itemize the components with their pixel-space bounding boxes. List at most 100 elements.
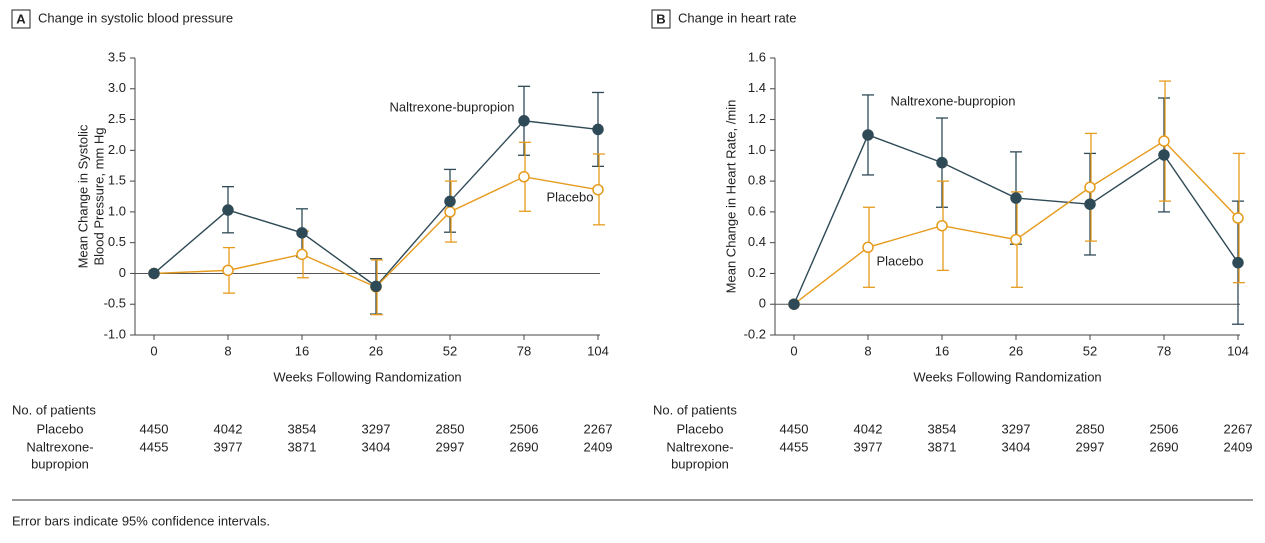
data-point [1158, 149, 1170, 161]
table-row-label: bupropion [31, 456, 89, 471]
table-count: 2850 [436, 421, 465, 436]
y-tick-label: 1.5 [108, 173, 126, 188]
table-count: 4450 [140, 421, 169, 436]
table-count: 3404 [1002, 439, 1031, 454]
y-tick-label: 1.2 [748, 111, 766, 126]
panel-label-box [651, 9, 671, 29]
y-tick-label: 0.4 [748, 234, 766, 249]
table-count: 2690 [1150, 439, 1179, 454]
data-point [788, 298, 800, 310]
table-count: 4042 [214, 421, 243, 436]
footnote: Error bars indicate 95% confidence inter… [12, 513, 270, 528]
table-count: 3297 [362, 421, 391, 436]
table-title: No. of patients [653, 402, 737, 417]
panel-label: B [656, 11, 665, 26]
series-label: Placebo [547, 189, 594, 204]
y-axis-label: Blood Pressure, mm Hg [91, 128, 106, 266]
table-count: 3871 [288, 439, 317, 454]
y-axis-label: Mean Change in Heart Rate, /min [723, 100, 738, 294]
table-count: 4042 [854, 421, 883, 436]
table-count: 2267 [584, 421, 613, 436]
x-tick-label: 26 [369, 343, 383, 358]
x-tick-label: 0 [150, 343, 157, 358]
y-tick-label: 1.0 [108, 203, 126, 218]
table-count: 2690 [510, 439, 539, 454]
data-point [936, 156, 948, 169]
table-count: 4450 [780, 421, 809, 436]
table-count: 3404 [362, 439, 391, 454]
x-tick-label: 52 [443, 343, 457, 358]
y-tick-label: 2.0 [108, 142, 126, 157]
data-point [1084, 198, 1096, 210]
x-axis-label: Weeks Following Randomization [913, 369, 1101, 384]
table-title: No. of patients [12, 402, 96, 417]
table-count: 4455 [780, 439, 809, 454]
y-tick-label: 0.6 [748, 203, 766, 218]
panel-label-box [11, 9, 31, 29]
table-count: 2506 [1150, 421, 1179, 436]
table-count: 2409 [584, 439, 613, 454]
y-tick-label: 1.4 [748, 80, 766, 95]
data-point [222, 204, 234, 216]
x-tick-label: 16 [295, 343, 309, 358]
data-point [592, 183, 604, 196]
series-label: Naltrexone-bupropion [890, 93, 1015, 108]
panel-label: A [16, 11, 26, 26]
y-tick-label: 1.0 [748, 142, 766, 157]
y-tick-label: 3.5 [108, 49, 126, 64]
series-label: Placebo [877, 253, 924, 268]
table-count: 2997 [436, 439, 465, 454]
data-point [296, 227, 308, 239]
table-count: 2997 [1076, 439, 1105, 454]
table-row-label: Placebo [37, 421, 84, 436]
data-point [444, 195, 456, 208]
x-tick-label: 78 [1157, 343, 1171, 358]
y-tick-label: 1.6 [748, 49, 766, 64]
y-tick-label: 0 [759, 296, 766, 311]
table-count: 2506 [510, 421, 539, 436]
data-point [936, 219, 948, 232]
table-count: 3977 [214, 439, 243, 454]
table-row-label: Placebo [677, 421, 724, 436]
panel-title: Change in heart rate [678, 10, 797, 25]
table-count: 2850 [1076, 421, 1105, 436]
data-point [1010, 233, 1022, 246]
table-count: 3871 [928, 439, 957, 454]
y-tick-label: 0.2 [748, 265, 766, 280]
data-point [444, 206, 456, 218]
data-point [370, 280, 382, 293]
x-tick-label: 78 [517, 343, 531, 358]
x-tick-label: 8 [864, 343, 871, 358]
data-point [1010, 192, 1022, 204]
table-count: 2409 [1224, 439, 1253, 454]
y-tick-label: 2.5 [108, 111, 126, 126]
x-tick-label: 52 [1083, 343, 1097, 358]
table-count: 3977 [854, 439, 883, 454]
y-tick-label: -0.5 [104, 296, 126, 311]
y-tick-label: 3.0 [108, 80, 126, 95]
y-tick-label: 0 [119, 265, 126, 280]
table-count: 3297 [1002, 421, 1031, 436]
data-point [592, 123, 604, 136]
data-point [1232, 212, 1244, 224]
x-tick-label: 26 [1009, 343, 1023, 358]
x-tick-label: 104 [1227, 343, 1249, 358]
data-point [518, 171, 530, 183]
x-axis-label: Weeks Following Randomization [273, 369, 461, 384]
y-tick-label: -0.2 [744, 326, 766, 341]
data-point [1084, 181, 1096, 194]
table-count: 3854 [288, 421, 317, 436]
table-row-label: Naltrexone- [26, 439, 93, 454]
table-row-label: Naltrexone- [666, 439, 733, 454]
x-tick-label: 104 [587, 343, 609, 358]
y-axis-label: Mean Change in Systolic [75, 124, 90, 268]
y-tick-label: 0.5 [108, 234, 126, 249]
data-point [1158, 135, 1170, 147]
table-count: 2267 [1224, 421, 1253, 436]
panel-title: Change in systolic blood pressure [38, 10, 233, 25]
x-tick-label: 16 [935, 343, 949, 358]
data-point [862, 129, 874, 141]
data-point [518, 115, 530, 127]
y-tick-label: -1.0 [104, 326, 126, 341]
